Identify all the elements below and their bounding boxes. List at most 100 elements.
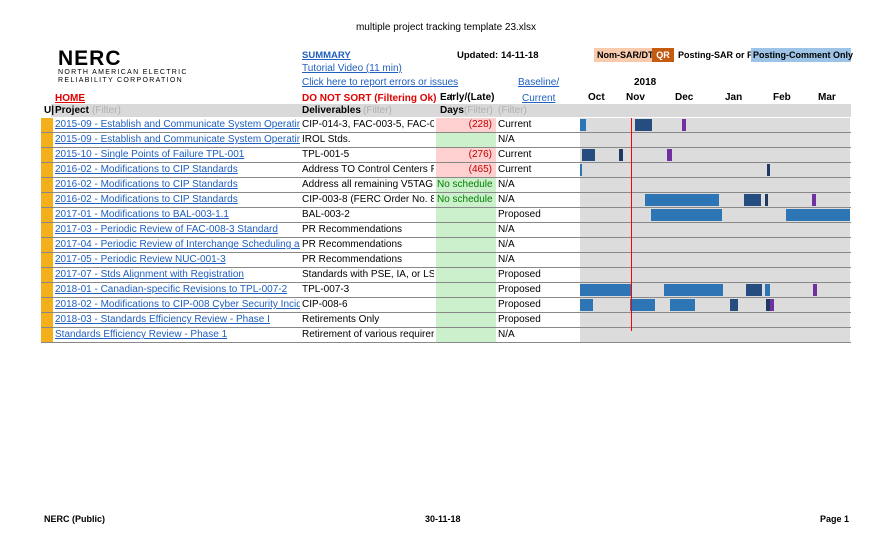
status-cell: Proposed	[498, 269, 541, 280]
current-link[interactable]: Current	[522, 93, 556, 104]
project-link[interactable]: 2018-01 - Canadian-specific Revisions to…	[55, 284, 288, 295]
status-cell: N/A	[498, 194, 515, 205]
deliverables-filter[interactable]: (Filter)	[363, 105, 392, 116]
status-cell: Current	[498, 164, 532, 175]
table-row: 2017-01 - Modifications to BAL-003-1.1 BA…	[41, 208, 851, 223]
row-marker	[41, 118, 53, 132]
updated-date: 14-11-18	[501, 50, 539, 61]
logo-wordmark: NERC	[58, 47, 122, 70]
baseline-link[interactable]: Baseline/	[518, 77, 560, 88]
early-late-cell	[436, 283, 496, 297]
table-row: Standards Efficiency Review - Phase 1 Ret…	[41, 328, 851, 343]
project-link[interactable]: 2016-02 - Modifications to CIP Standards	[55, 179, 238, 190]
row-marker	[41, 238, 53, 252]
status-cell: N/A	[498, 179, 515, 190]
early-late-cell	[436, 133, 496, 147]
table-row: 2017-04 - Periodic Review of Interchange…	[41, 238, 851, 253]
report-errors-link[interactable]: Click here to report errors or issues	[302, 77, 459, 88]
status-cell: N/A	[498, 224, 515, 235]
deliverable-cell: PR Recommendations	[302, 239, 403, 250]
project-link[interactable]: 2018-03 - Standards Efficiency Review - …	[55, 314, 270, 325]
gantt-bar	[682, 119, 686, 131]
footer-page: Page 1	[820, 514, 850, 524]
status-cell: Current	[498, 149, 532, 160]
early-late-cell: No schedule	[436, 193, 496, 207]
table-row: 2017-03 - Periodic Review of FAC-008-3 S…	[41, 223, 851, 238]
status-cell: Proposed	[498, 314, 541, 325]
project-header: Project	[55, 105, 89, 116]
row-marker	[41, 328, 53, 342]
table-row: 2016-02 - Modifications to CIP Standards…	[41, 163, 851, 178]
document-title: multiple project tracking template 23.xl…	[355, 22, 537, 33]
month-mar: Mar	[818, 92, 836, 103]
gantt-bar	[746, 284, 762, 296]
gantt-bar	[813, 284, 817, 296]
project-link[interactable]: 2015-10 - Single Points of Failure TPL-0…	[55, 149, 245, 160]
status-separator: †	[449, 92, 455, 102]
tutorial-video-link[interactable]: Tutorial Video (11 min)	[302, 63, 402, 74]
gantt-bar	[582, 149, 595, 161]
gantt-bar	[635, 119, 652, 131]
project-link[interactable]: 2018-02 - Modifications to CIP-008 Cyber…	[55, 299, 300, 310]
deliverable-cell: Retirements Only	[302, 314, 380, 325]
early-late-cell	[436, 268, 496, 282]
row-marker	[41, 283, 53, 297]
project-filter[interactable]: (Filter)	[92, 105, 121, 116]
gantt-bar	[580, 164, 582, 176]
deliverable-cell: CIP-003-8 (FERC Order No. 843	[302, 194, 434, 205]
project-link[interactable]: 2017-01 - Modifications to BAL-003-1.1	[55, 209, 229, 220]
project-link[interactable]: 2015-09 - Establish and Communicate Syst…	[55, 119, 300, 130]
gantt-track	[580, 268, 850, 282]
home-link[interactable]: HOME	[55, 93, 85, 104]
status-cell: N/A	[498, 329, 515, 340]
footer-date: 30-11-18	[425, 514, 461, 524]
summary-link[interactable]: SUMMARY	[302, 50, 351, 61]
gantt-bar	[580, 119, 586, 131]
status-filter[interactable]: (Filter)	[498, 105, 527, 116]
gantt-track	[580, 148, 850, 162]
row-marker	[41, 133, 53, 147]
early-late-header: Early/(Late)	[440, 92, 495, 103]
project-link[interactable]: 2016-02 - Modifications to CIP Standards	[55, 164, 238, 175]
status-cell: Proposed	[498, 209, 541, 220]
project-link[interactable]: 2016-02 - Modifications to CIP Standards	[55, 194, 238, 205]
table-row: 2018-01 - Canadian-specific Revisions to…	[41, 283, 851, 298]
days-header: Days	[440, 105, 464, 116]
gantt-track	[580, 253, 850, 267]
gantt-bar	[812, 194, 816, 206]
gantt-bar	[767, 164, 770, 176]
gantt-bar	[730, 299, 738, 311]
early-late-cell	[436, 238, 496, 252]
gantt-track	[580, 283, 850, 297]
row-marker	[41, 223, 53, 237]
gantt-track	[580, 223, 850, 237]
month-nov: Nov	[626, 92, 645, 103]
legend-qr: QR	[652, 48, 674, 62]
days-filter[interactable]: (Filter)	[464, 105, 493, 116]
gantt-bar	[580, 284, 632, 296]
footer-left: NERC (Public)	[44, 514, 106, 524]
project-link[interactable]: Standards Efficiency Review - Phase 1	[55, 329, 228, 340]
row-marker	[41, 298, 53, 312]
gantt-track	[580, 313, 850, 327]
project-link[interactable]: 2017-07 - Stds Alignment with Registrati…	[55, 269, 244, 280]
row-marker	[41, 193, 53, 207]
gantt-track	[580, 298, 850, 312]
row-marker	[41, 313, 53, 327]
project-link[interactable]: 2015-09 - Establish and Communicate Syst…	[55, 134, 300, 145]
status-cell: Proposed	[498, 284, 541, 295]
gantt-track	[580, 133, 850, 147]
project-link[interactable]: 2017-04 - Periodic Review of Interchange…	[55, 239, 300, 250]
row-marker	[41, 208, 53, 222]
legend-nom-sar: Nom-SAR/DT	[594, 48, 655, 62]
gantt-bar	[580, 299, 593, 311]
project-link[interactable]: 2017-05 - Periodic Review NUC-001-3	[55, 254, 226, 265]
early-late-cell	[436, 253, 496, 267]
table-row: 2018-03 - Standards Efficiency Review - …	[41, 313, 851, 328]
early-late-cell	[436, 208, 496, 222]
month-jan: Jan	[725, 92, 743, 103]
deliverable-cell: CIP-008-6	[302, 299, 348, 310]
early-late-cell: No schedule	[436, 178, 496, 192]
project-link[interactable]: 2017-03 - Periodic Review of FAC-008-3 S…	[55, 224, 278, 235]
gantt-bar	[765, 284, 770, 296]
